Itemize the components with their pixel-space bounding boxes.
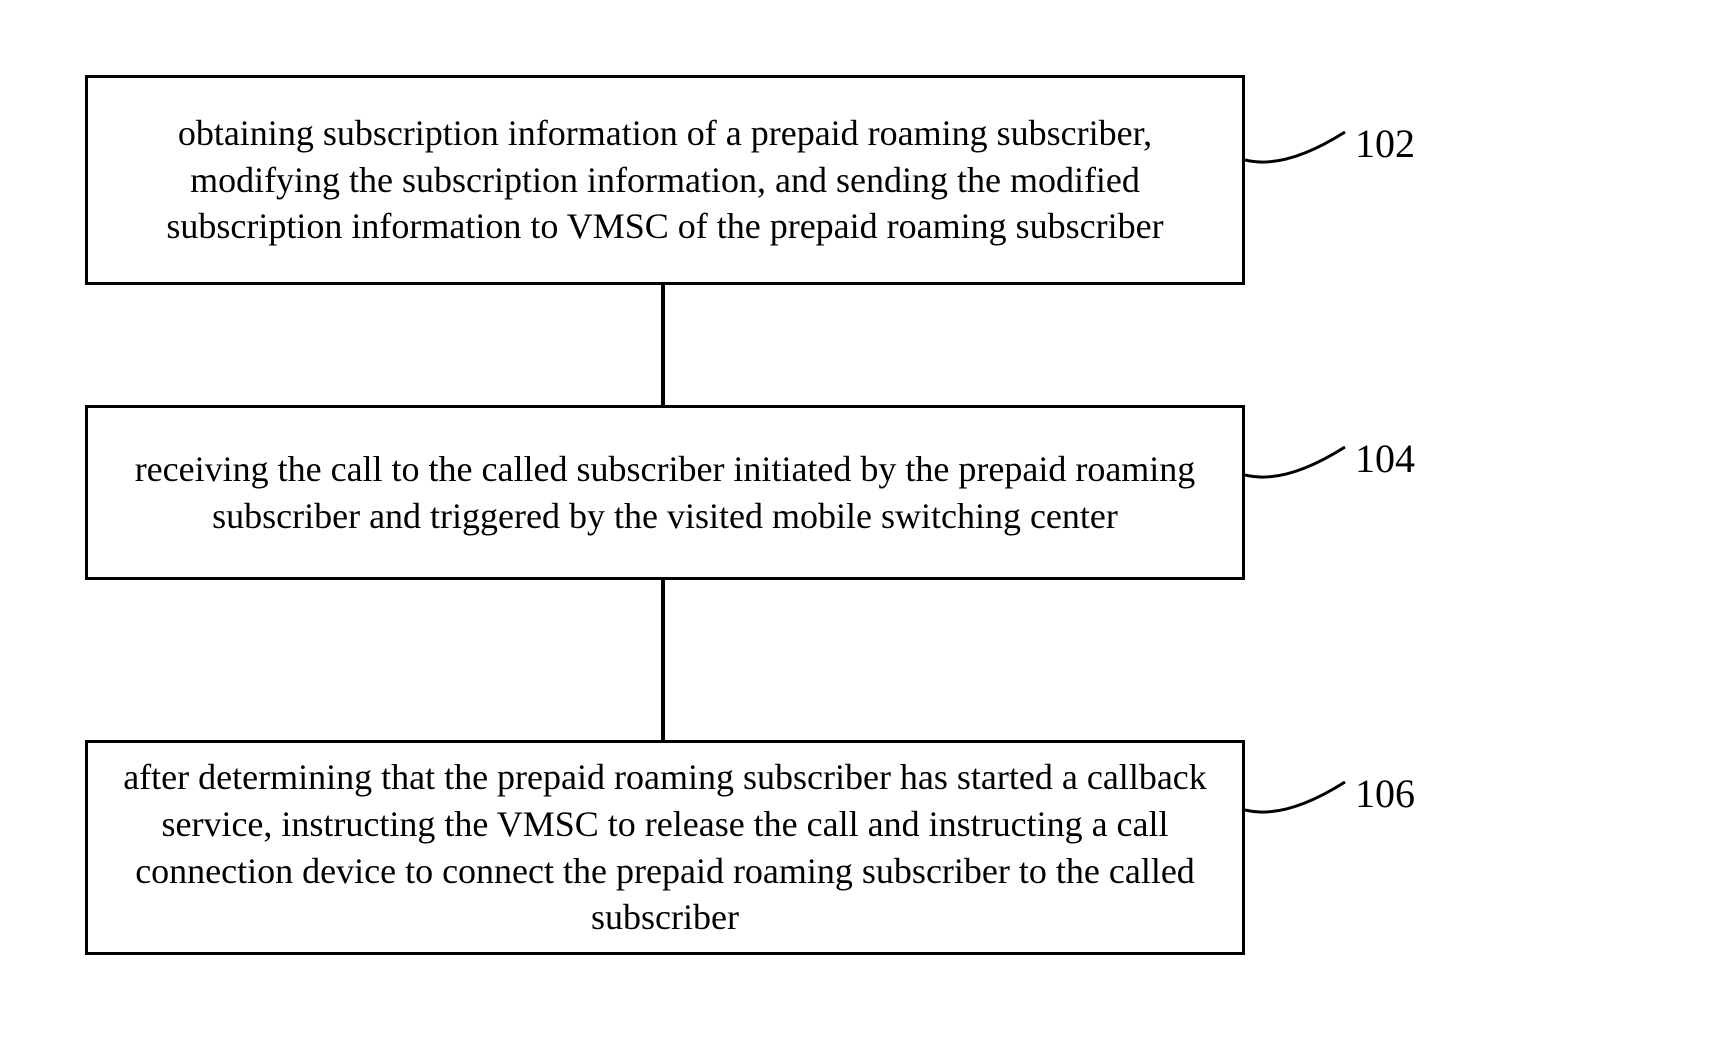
flowchart-node-102: obtaining subscription information of a … (85, 75, 1245, 285)
node-106-label: 106 (1355, 770, 1415, 817)
node-106-text: after determining that the prepaid roami… (108, 754, 1222, 941)
flowchart-container: obtaining subscription information of a … (0, 0, 1729, 1051)
flowchart-node-106: after determining that the prepaid roami… (85, 740, 1245, 955)
node-104-leader-curve (1245, 435, 1355, 495)
node-106-leader-curve (1245, 770, 1355, 830)
connector-104-106 (661, 580, 665, 740)
flowchart-node-104: receiving the call to the called subscri… (85, 405, 1245, 580)
connector-102-104 (661, 285, 665, 405)
node-102-label: 102 (1355, 120, 1415, 167)
node-102-text: obtaining subscription information of a … (108, 110, 1222, 250)
node-104-text: receiving the call to the called subscri… (108, 446, 1222, 540)
node-102-leader-curve (1245, 120, 1355, 180)
node-104-label: 104 (1355, 435, 1415, 482)
